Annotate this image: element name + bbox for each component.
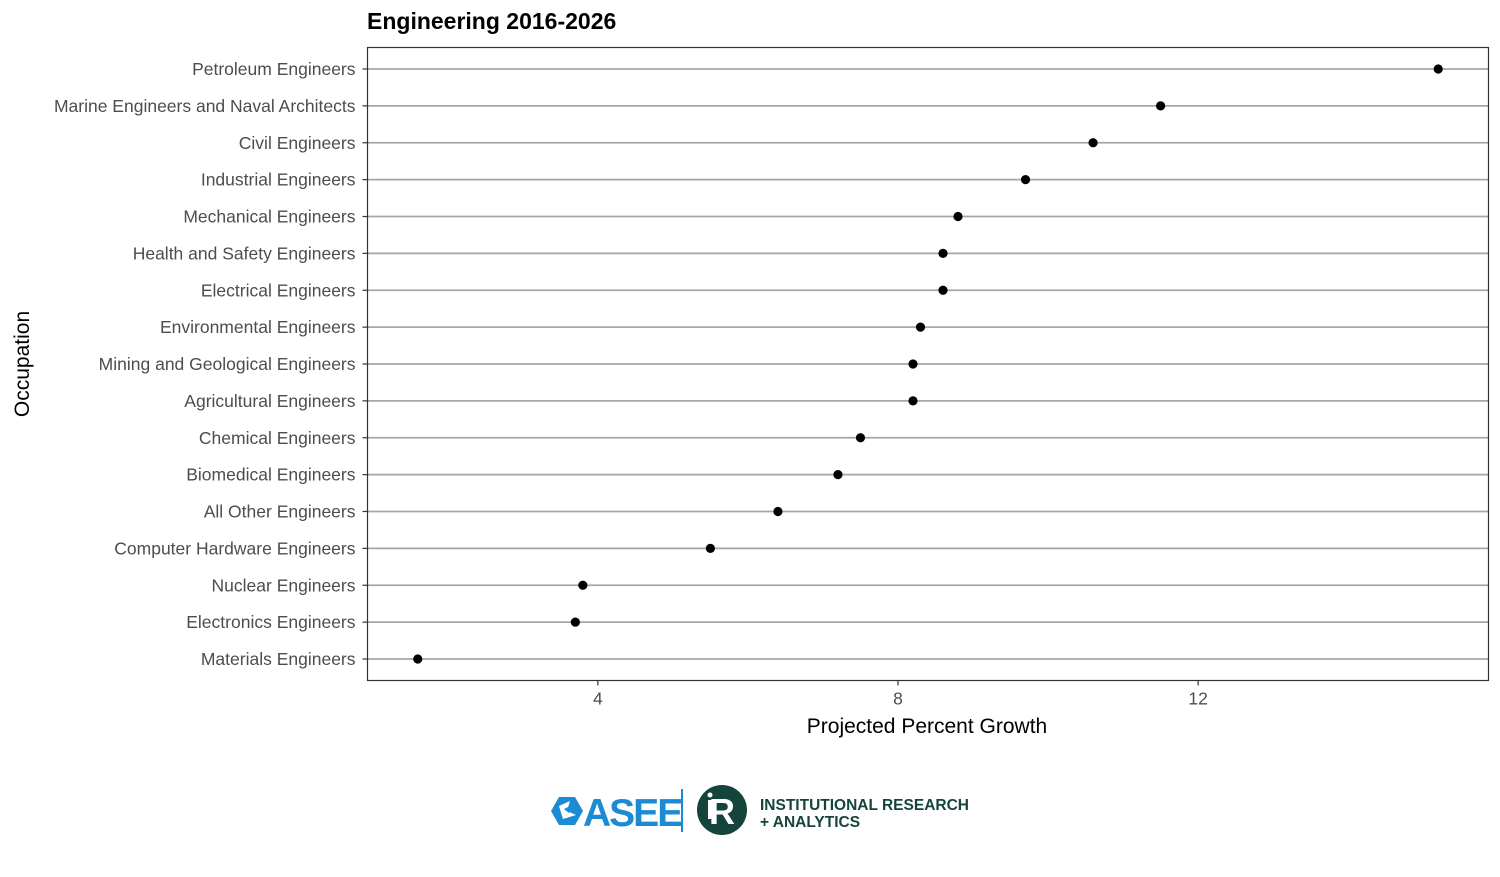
x-axis-title: Projected Percent Growth — [807, 715, 1047, 738]
y-tick-label: Biomedical Engineers — [186, 465, 356, 485]
data-point — [833, 470, 843, 480]
ira-circle-icon — [697, 785, 747, 835]
data-point — [855, 433, 866, 443]
data-point — [1088, 138, 1098, 148]
y-tick-label: Electronics Engineers — [186, 612, 355, 632]
ira-i-dot-icon — [707, 792, 713, 798]
y-tick-label: Marine Engineers and Naval Architects — [54, 96, 356, 116]
ira-r-glyph-icon: R — [709, 791, 735, 832]
chart-title: Engineering 2016-2026 — [367, 8, 616, 34]
data-point — [908, 396, 918, 406]
data-point — [578, 580, 588, 590]
asee-hexagon-icon — [551, 797, 583, 825]
asee-logo: ASEE — [551, 789, 684, 835]
y-axis-title: Occupation — [11, 311, 34, 417]
y-tick-label: Petroleum Engineers — [192, 59, 356, 79]
y-tick-label: Mining and Geological Engineers — [99, 354, 356, 374]
data-point — [938, 285, 948, 295]
data-point — [915, 322, 926, 332]
logo-divider — [681, 789, 683, 832]
data-point — [1156, 101, 1166, 111]
data-point — [705, 543, 716, 553]
x-tick-label: 8 — [893, 689, 903, 709]
data-point — [938, 248, 948, 258]
data-point — [1433, 64, 1443, 74]
y-tick-label: Health and Safety Engineers — [133, 243, 356, 263]
data-point — [413, 654, 423, 664]
data-point — [1020, 175, 1031, 185]
y-tick-label: Chemical Engineers — [199, 428, 356, 448]
y-tick-label: Environmental Engineers — [160, 317, 356, 337]
data-point — [570, 617, 580, 627]
ira-logo: R INSTITUTIONAL RESEARCH + ANALYTICS — [697, 785, 969, 835]
y-tick-label: Nuclear Engineers — [212, 575, 356, 595]
y-tick-label: Electrical Engineers — [201, 280, 356, 300]
grid-lines — [367, 68, 1489, 660]
ira-wordmark-line1: INSTITUTIONAL RESEARCH — [760, 797, 969, 814]
ira-wordmark-line2: + ANALYTICS — [760, 814, 860, 831]
y-tick-label: Agricultural Engineers — [184, 391, 355, 411]
x-ticks: 4 8 12 — [593, 680, 1208, 709]
data-point — [773, 506, 783, 517]
y-tick-label: Computer Hardware Engineers — [114, 538, 355, 558]
data-points — [413, 64, 1443, 664]
x-tick-label: 12 — [1188, 689, 1207, 709]
y-tick-label: Civil Engineers — [239, 133, 356, 153]
y-tick-label: Mechanical Engineers — [183, 207, 355, 227]
y-tick-label: Industrial Engineers — [201, 170, 356, 190]
y-tick-labels: Petroleum Engineers Marine Engineers and … — [54, 59, 368, 669]
ira-i-glyph-icon — [708, 800, 712, 819]
y-tick-label: All Other Engineers — [204, 502, 356, 522]
data-point — [908, 359, 918, 369]
y-tick-label: Materials Engineers — [201, 649, 356, 669]
x-tick-label: 4 — [593, 689, 603, 709]
asee-wordmark: ASEE — [583, 792, 682, 835]
data-point — [953, 211, 963, 222]
